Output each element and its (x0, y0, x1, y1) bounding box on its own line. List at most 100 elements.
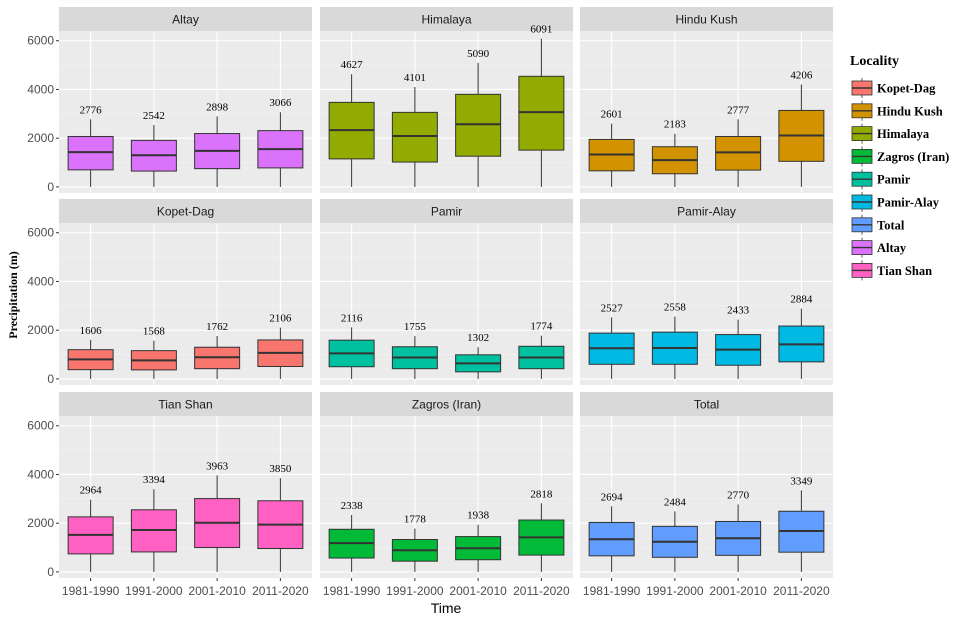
panel-strip (580, 392, 833, 416)
y-axis-title: Precipitation (m) (6, 251, 20, 338)
legend-label: Tian Shan (877, 264, 932, 278)
box-1991-2000: 1568 (130, 326, 177, 379)
data-label: 2770 (727, 489, 750, 501)
panel-strip (59, 392, 312, 416)
y-tick-label: 6000 (27, 34, 54, 48)
box-1991-2000: 4101 (391, 72, 438, 187)
panel-tian-shan: Tian Shan 2964 3394 3963 3850 (59, 392, 312, 578)
panel-total: Total 2694 2484 2770 3349 (580, 392, 833, 578)
box-2011-2020: 6091 (518, 24, 565, 187)
box-2011-2020: 3850 (257, 463, 304, 572)
legend-entry: Kopet-Dag (851, 78, 936, 98)
box-1981-1990: 1606 (67, 325, 114, 379)
box-2001-2010: 5090 (455, 48, 502, 187)
box-iqr (518, 75, 565, 151)
data-label: 1762 (206, 321, 228, 333)
y-tick-label: 4000 (27, 467, 54, 481)
box-1981-1990: 4627 (328, 59, 375, 187)
data-label: 3963 (206, 460, 229, 472)
data-label: 2776 (80, 104, 103, 116)
legend-label: Hindu Kush (877, 104, 943, 118)
data-label: 2601 (601, 109, 623, 121)
legend-entry: Altay (851, 237, 907, 258)
box-1991-2000: 1778 (391, 514, 438, 572)
box-2011-2020: 3066 (257, 97, 304, 187)
x-tick-label: 1981-1990 (62, 584, 120, 598)
box-2001-2010: 2770 (715, 489, 762, 572)
x-tick-label: 2001-2010 (188, 584, 246, 598)
box-2001-2010: 2898 (194, 101, 241, 187)
data-label: 6091 (530, 24, 552, 36)
legend-title: Locality (850, 54, 899, 69)
x-tick-label: 2001-2010 (709, 584, 767, 598)
y-tick-label: 2000 (27, 323, 54, 337)
legend-label: Zagros (Iran) (877, 150, 949, 164)
data-label: 4206 (790, 69, 813, 81)
x-tick-label: 2011-2020 (252, 584, 309, 598)
x-tick-label: 2011-2020 (773, 584, 830, 598)
data-label: 5090 (467, 48, 490, 60)
data-label: 2694 (601, 491, 624, 503)
panel-strip (580, 7, 833, 31)
data-label: 2898 (206, 101, 229, 113)
data-label: 2116 (341, 312, 363, 324)
data-label: 4101 (404, 72, 426, 84)
panel-strip (320, 392, 573, 416)
panel-strip (580, 199, 833, 223)
x-tick-label: 1991-2000 (125, 584, 183, 598)
box-1991-2000: 2558 (651, 302, 698, 379)
panel-strip (320, 199, 573, 223)
data-label: 2777 (727, 104, 750, 116)
x-tick-label: 1981-1990 (583, 584, 641, 598)
box-1991-2000: 3394 (130, 474, 177, 572)
panel-strip (59, 7, 312, 31)
box-1981-1990: 2776 (67, 104, 114, 187)
y-tick-label: 4000 (27, 274, 54, 288)
panel-strip-label: Pamir-Alay (677, 205, 736, 219)
panel-strip (320, 7, 573, 31)
box-2011-2020: 2818 (518, 488, 565, 572)
legend-entry: Pamir-Alay (851, 192, 940, 212)
data-label: 2338 (341, 500, 364, 512)
panel-hindu-kush: Hindu Kush 2601 2183 2777 4206 (580, 7, 833, 193)
panel-pamir: Pamir 2116 1755 1302 1774 (320, 199, 573, 385)
box-1991-2000: 1755 (391, 321, 438, 379)
data-label: 2818 (530, 488, 553, 500)
axes-layer: 0 2000 4000 6000 0 2000 4000 6000 0 2000 4000 6000 1… (27, 34, 830, 598)
panel-strip-label: Tian Shan (158, 398, 212, 412)
x-tick-label: 1991-2000 (386, 584, 444, 598)
legend-entry: Zagros (Iran) (851, 146, 949, 167)
box-1981-1990: 2601 (588, 109, 635, 187)
box-1981-1990: 2694 (588, 491, 635, 572)
data-label: 1606 (80, 325, 103, 337)
panel-zagros-iran: Zagros (Iran) 2338 1778 1938 2818 (320, 392, 573, 578)
panel-strip (59, 199, 312, 223)
x-tick-label: 2001-2010 (449, 584, 507, 598)
box-1981-1990: 2964 (67, 485, 114, 572)
box-iqr (67, 135, 114, 171)
box-1981-1990: 2527 (588, 302, 635, 379)
legend-label: Total (877, 218, 905, 232)
data-label: 3394 (143, 474, 166, 486)
x-tick-label: 2011-2020 (513, 584, 570, 598)
y-tick-label: 6000 (27, 419, 54, 433)
data-label: 1302 (467, 332, 489, 344)
data-label: 2884 (790, 294, 813, 306)
data-label: 2527 (601, 302, 624, 314)
legend-entry: Himalaya (851, 123, 930, 144)
legend-label: Kopet-Dag (877, 82, 936, 96)
panel-strip-label: Himalaya (421, 13, 471, 27)
data-label: 3066 (269, 97, 292, 109)
y-tick-label: 6000 (27, 226, 54, 240)
box-2001-2010: 1938 (455, 510, 502, 572)
data-label: 1568 (143, 326, 166, 338)
data-label: 2433 (727, 305, 750, 317)
panel-strip-label: Pamir (431, 205, 462, 219)
data-label: 2558 (664, 302, 687, 314)
box-2011-2020: 3349 (778, 475, 825, 572)
box-2011-2020: 1774 (518, 321, 565, 379)
box-2011-2020: 2884 (778, 294, 825, 379)
box-2001-2010: 1302 (455, 332, 502, 379)
box-iqr (391, 111, 438, 163)
